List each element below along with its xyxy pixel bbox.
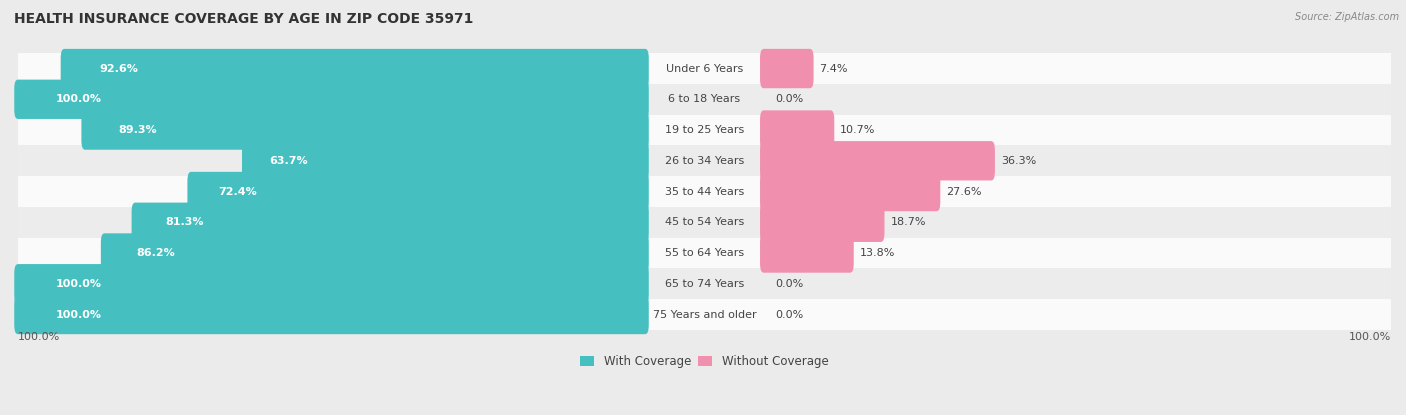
Text: 63.7%: 63.7% bbox=[270, 156, 308, 166]
FancyBboxPatch shape bbox=[242, 141, 648, 181]
Text: 13.8%: 13.8% bbox=[859, 248, 896, 258]
Text: 89.3%: 89.3% bbox=[118, 125, 157, 135]
Text: 0.0%: 0.0% bbox=[776, 310, 804, 320]
FancyBboxPatch shape bbox=[761, 233, 853, 273]
Text: 55 to 64 Years: 55 to 64 Years bbox=[665, 248, 744, 258]
Text: 0.0%: 0.0% bbox=[776, 279, 804, 289]
Text: 19 to 25 Years: 19 to 25 Years bbox=[665, 125, 744, 135]
Bar bbox=[18, 176, 1391, 207]
Text: 92.6%: 92.6% bbox=[98, 63, 138, 73]
FancyBboxPatch shape bbox=[14, 80, 648, 119]
Text: 100.0%: 100.0% bbox=[55, 279, 101, 289]
FancyBboxPatch shape bbox=[761, 49, 814, 88]
Legend: With Coverage, Without Coverage: With Coverage, Without Coverage bbox=[581, 355, 828, 368]
FancyBboxPatch shape bbox=[132, 203, 648, 242]
Bar bbox=[18, 115, 1391, 145]
Text: 18.7%: 18.7% bbox=[890, 217, 927, 227]
Bar bbox=[18, 207, 1391, 238]
Text: 26 to 34 Years: 26 to 34 Years bbox=[665, 156, 744, 166]
Text: 10.7%: 10.7% bbox=[841, 125, 876, 135]
Bar bbox=[18, 238, 1391, 269]
Text: 35 to 44 Years: 35 to 44 Years bbox=[665, 186, 744, 197]
Bar bbox=[18, 53, 1391, 84]
FancyBboxPatch shape bbox=[14, 295, 648, 334]
Text: 27.6%: 27.6% bbox=[946, 186, 981, 197]
Text: Under 6 Years: Under 6 Years bbox=[666, 63, 742, 73]
Text: 7.4%: 7.4% bbox=[820, 63, 848, 73]
Bar bbox=[18, 269, 1391, 299]
Text: 100.0%: 100.0% bbox=[18, 332, 60, 342]
FancyBboxPatch shape bbox=[761, 141, 995, 181]
FancyBboxPatch shape bbox=[761, 172, 941, 211]
Text: Source: ZipAtlas.com: Source: ZipAtlas.com bbox=[1295, 12, 1399, 22]
FancyBboxPatch shape bbox=[82, 110, 648, 150]
Bar bbox=[18, 84, 1391, 115]
Bar bbox=[18, 145, 1391, 176]
FancyBboxPatch shape bbox=[14, 264, 648, 303]
Text: 45 to 54 Years: 45 to 54 Years bbox=[665, 217, 744, 227]
FancyBboxPatch shape bbox=[60, 49, 648, 88]
Text: 81.3%: 81.3% bbox=[166, 217, 204, 227]
Text: HEALTH INSURANCE COVERAGE BY AGE IN ZIP CODE 35971: HEALTH INSURANCE COVERAGE BY AGE IN ZIP … bbox=[14, 12, 474, 27]
FancyBboxPatch shape bbox=[761, 203, 884, 242]
FancyBboxPatch shape bbox=[761, 110, 834, 150]
Text: 72.4%: 72.4% bbox=[218, 186, 257, 197]
FancyBboxPatch shape bbox=[187, 172, 648, 211]
Text: 65 to 74 Years: 65 to 74 Years bbox=[665, 279, 744, 289]
Text: 86.2%: 86.2% bbox=[136, 248, 176, 258]
Text: 100.0%: 100.0% bbox=[55, 310, 101, 320]
Text: 0.0%: 0.0% bbox=[776, 94, 804, 104]
Text: 100.0%: 100.0% bbox=[55, 94, 101, 104]
Text: 6 to 18 Years: 6 to 18 Years bbox=[668, 94, 741, 104]
Text: 75 Years and older: 75 Years and older bbox=[652, 310, 756, 320]
Text: 36.3%: 36.3% bbox=[1001, 156, 1036, 166]
Bar bbox=[18, 299, 1391, 330]
FancyBboxPatch shape bbox=[101, 233, 648, 273]
Text: 100.0%: 100.0% bbox=[1348, 332, 1391, 342]
